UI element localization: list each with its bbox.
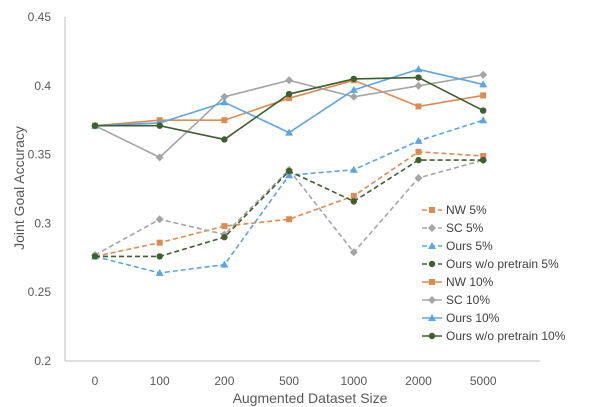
data-point <box>350 192 357 199</box>
y-tick-label: 0.35 <box>28 148 52 162</box>
legend-label: SC 5% <box>446 221 484 235</box>
data-point <box>350 198 357 205</box>
data-point <box>480 107 487 114</box>
data-point <box>349 165 358 173</box>
data-point <box>415 148 422 155</box>
data-point <box>349 85 358 93</box>
data-point <box>480 92 487 99</box>
series-line <box>94 119 484 274</box>
legend-item: NW 5% <box>422 203 487 217</box>
legend-swatch-marker <box>428 296 436 304</box>
series-nw-5 <box>92 148 487 260</box>
y-tick-label: 0.25 <box>28 285 52 299</box>
data-point <box>415 74 422 81</box>
data-point <box>286 95 293 102</box>
legend-label: NW 10% <box>446 275 494 289</box>
legend-item: Ours w/o pretrain 10% <box>422 329 566 343</box>
legend-swatch-marker <box>428 332 436 340</box>
data-point <box>285 167 293 175</box>
legend-label: Ours w/o pretrain 5% <box>446 257 559 271</box>
data-point <box>414 81 423 90</box>
series-sc-10 <box>91 70 488 162</box>
series-line <box>94 74 484 159</box>
legend-item: Ours 10% <box>422 311 500 325</box>
data-point <box>155 268 164 276</box>
legend-label: Ours 10% <box>446 311 500 325</box>
data-point <box>221 117 228 124</box>
data-point <box>156 122 163 129</box>
plot-area <box>91 65 488 276</box>
x-tick-label: 5000 <box>470 374 497 388</box>
data-point <box>220 92 229 101</box>
x-tick-label: 0 <box>92 374 99 388</box>
data-point <box>414 65 423 73</box>
data-point <box>480 156 487 164</box>
y-tick-label: 0.4 <box>34 79 51 93</box>
series-ours-w-o-pretrain-5 <box>91 156 487 260</box>
data-point <box>479 80 488 88</box>
legend-item: Ours w/o pretrain 5% <box>422 257 559 271</box>
data-point <box>221 136 228 143</box>
x-axis-title: Augmented Dataset Size <box>233 390 388 406</box>
data-point <box>349 92 358 101</box>
legend-item: SC 10% <box>422 293 490 307</box>
data-point <box>415 156 422 164</box>
data-point <box>221 233 228 241</box>
y-axis-title: Joint Goal Accuracy <box>11 126 27 250</box>
data-point <box>286 216 293 223</box>
y-tick-label: 0.2 <box>34 354 51 368</box>
x-tick-label: 100 <box>150 374 170 388</box>
legend-swatch-marker <box>428 242 436 249</box>
series-ours-5 <box>91 116 488 276</box>
data-point <box>220 260 229 268</box>
x-tick-label: 500 <box>279 374 299 388</box>
data-point <box>480 152 487 159</box>
x-tick-label: 200 <box>214 374 234 388</box>
legend-label: Ours 5% <box>446 239 493 253</box>
data-point <box>91 122 99 129</box>
data-point <box>350 75 357 83</box>
legend-item: NW 10% <box>422 275 494 289</box>
data-point <box>479 70 488 79</box>
legend-item: SC 5% <box>422 221 484 235</box>
legend: NW 5% SC 5% Ours 5% Ours w/o pretrain 5% NW … <box>422 203 566 343</box>
legend-label: NW 5% <box>446 203 487 217</box>
x-tick-label: 1000 <box>340 374 367 388</box>
data-point <box>220 98 229 106</box>
data-point <box>285 171 294 179</box>
y-tick-label: 0.3 <box>34 216 51 230</box>
legend-swatch-marker <box>428 224 436 232</box>
data-point <box>415 103 422 110</box>
legend-swatch-marker <box>428 260 436 268</box>
x-tick-label: 2000 <box>405 374 432 388</box>
legend-swatch-marker <box>429 279 435 285</box>
data-point <box>285 76 294 85</box>
x-axis: 0 100 200 500 1000 2000 5000 <box>65 360 540 388</box>
legend-label: SC 10% <box>446 293 490 307</box>
data-point <box>221 223 228 230</box>
data-point <box>156 239 163 246</box>
data-point <box>285 90 293 98</box>
data-point <box>414 136 423 144</box>
data-point <box>479 116 488 124</box>
legend-item: Ours 5% <box>422 239 493 253</box>
data-point <box>155 215 164 224</box>
series-line <box>94 79 484 127</box>
data-point <box>349 248 358 257</box>
data-point <box>155 153 164 162</box>
series-ours-w-o-pretrain-10 <box>91 74 487 143</box>
data-point <box>156 253 163 260</box>
y-axis: 0.2 0.25 0.3 0.35 0.4 0.45 <box>28 10 66 368</box>
legend-swatch-marker <box>428 314 436 321</box>
data-point <box>91 253 99 260</box>
data-point <box>285 128 294 136</box>
legend-swatch-marker <box>429 207 435 213</box>
legend-label: Ours w/o pretrain 10% <box>446 329 566 343</box>
y-tick-label: 0.45 <box>28 10 52 24</box>
data-point <box>414 173 423 182</box>
